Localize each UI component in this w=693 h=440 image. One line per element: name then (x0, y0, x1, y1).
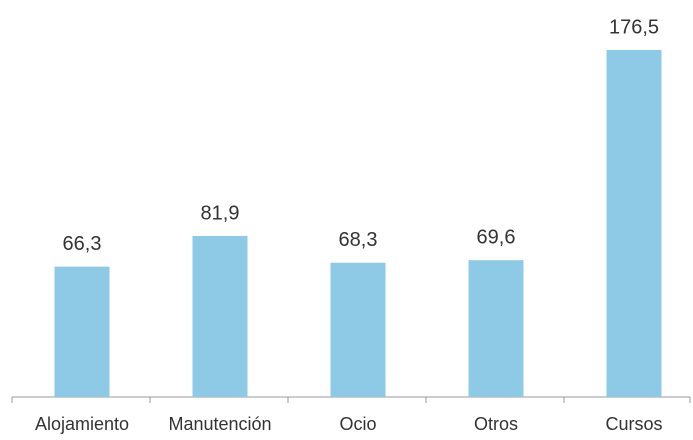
x-tick-label: Ocio (339, 414, 376, 434)
x-tick-label: Alojamiento (35, 414, 129, 434)
bar (468, 260, 524, 397)
x-tick-label: Cursos (605, 414, 662, 434)
bar (330, 262, 386, 397)
value-label: 66,3 (63, 233, 102, 255)
value-label: 176,5 (609, 16, 659, 38)
value-label: 69,6 (477, 226, 516, 248)
bar (192, 235, 248, 397)
x-tick-label: Manutención (168, 414, 271, 434)
x-tick-label: Otros (474, 414, 518, 434)
value-label: 68,3 (339, 229, 378, 251)
bar (54, 266, 110, 397)
value-label: 81,9 (201, 202, 240, 224)
bar (606, 50, 662, 397)
